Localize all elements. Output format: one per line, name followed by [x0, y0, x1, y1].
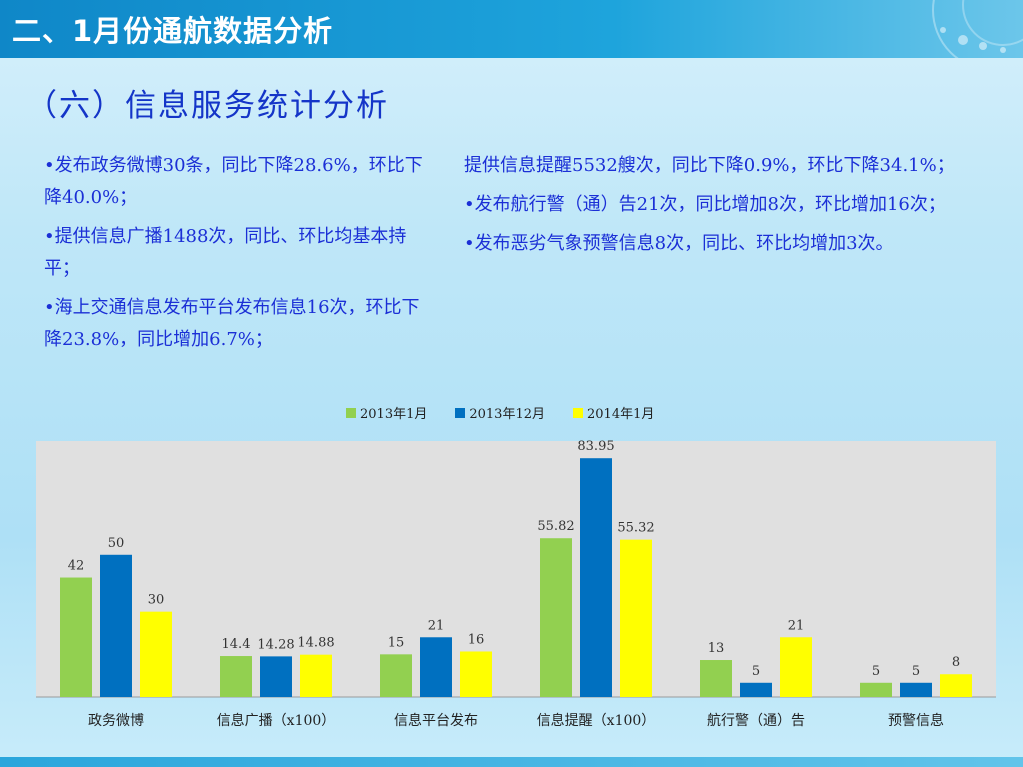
bullet-item: •提供信息广播1488次，同比、环比均基本持平； [44, 226, 407, 279]
bar-2-4 [580, 458, 612, 697]
bullet-list-right: 提供信息提醒5532艘次，同比下降0.9%，环比下降34.1%； •发布航行警（… [464, 150, 964, 267]
data-label: 55.32 [617, 521, 654, 536]
bar-1-3 [380, 654, 412, 697]
bar-1-5 [700, 660, 732, 697]
bullet-item: •发布航行警（通）告21次，同比增加8次，环比增加16次； [464, 194, 946, 215]
data-label: 14.28 [257, 637, 294, 652]
bar-3-5 [780, 637, 812, 697]
legend-label: 2013年1月 [360, 407, 428, 422]
data-label: 15 [388, 635, 405, 650]
legend-swatch-2013-12 [455, 407, 466, 418]
header-decoration-icon [932, 0, 1023, 58]
data-label: 5 [872, 664, 880, 679]
data-label: 5 [912, 664, 920, 679]
category-label: 信息平台发布 [394, 712, 478, 729]
bar-2-3 [420, 637, 452, 697]
data-label: 30 [148, 593, 165, 608]
bar-2-1 [100, 554, 132, 697]
category-label: 预警信息 [888, 712, 944, 729]
bar-2-5 [740, 682, 772, 697]
legend-swatch-2014-1 [573, 407, 583, 418]
bar-3-1 [140, 611, 172, 697]
bar-2-6 [900, 682, 932, 697]
bar-3-4 [620, 539, 652, 697]
category-label: 航行警（通）告 [707, 713, 805, 729]
section-subtitle: （六）信息服务统计分析 [26, 88, 389, 124]
bullet-item: •海上交通信息发布平台发布信息16次，环比下降23.8%，同比增加6.7%； [44, 297, 420, 350]
data-label: 21 [428, 618, 445, 633]
header-bar: 二、1月份通航数据分析 [0, 0, 1023, 58]
legend-item: 2013年1月 [346, 403, 427, 422]
category-label: 信息提醒（x100） [537, 712, 656, 729]
legend-label: 2014年1月 [587, 407, 655, 422]
bullet-item: 提供信息提醒5532艘次，同比下降0.9%，环比下降34.1%； [464, 155, 955, 176]
data-label: 8 [952, 655, 960, 670]
data-label: 21 [788, 618, 805, 633]
bullet-item: •发布政务微博30条，同比下降28.6%，环比下降40.0%； [44, 155, 423, 208]
chart-legend: 2013年1月 2013年12月 2014年1月 [346, 403, 654, 422]
footer-bar [0, 757, 1023, 767]
data-label: 83.95 [577, 439, 614, 454]
bar-1-2 [220, 656, 252, 697]
plot-area [36, 441, 996, 697]
bar-1-6 [860, 682, 892, 697]
bullet-item: •发布恶劣气象预警信息8次，同比、环比均增加3次。 [464, 233, 894, 254]
legend-label: 2013年12月 [469, 407, 545, 422]
bar-2-2 [260, 656, 292, 697]
data-label: 5 [752, 664, 760, 679]
data-label: 50 [108, 536, 125, 551]
page-title: 二、1月份通航数据分析 [12, 14, 334, 48]
data-label: 42 [68, 559, 85, 574]
legend-item: 2014年1月 [573, 403, 654, 422]
bar-3-6 [940, 674, 972, 697]
legend-item: 2013年12月 [455, 403, 545, 422]
legend-swatch-2013-1 [346, 407, 356, 418]
bar-1-1 [60, 577, 92, 697]
bar-3-2 [300, 654, 332, 697]
bar-1-4 [540, 538, 572, 697]
data-label: 13 [708, 641, 725, 656]
category-label: 信息广播（x100） [217, 712, 336, 729]
bar-3-3 [460, 651, 492, 697]
data-label: 16 [468, 632, 485, 647]
data-label: 14.88 [297, 636, 334, 651]
category-label: 政务微博 [88, 712, 144, 729]
data-label: 55.82 [537, 519, 574, 534]
data-label: 14.4 [222, 637, 251, 652]
bullet-list-left: •发布政务微博30条，同比下降28.6%，环比下降40.0%； •提供信息广播1… [44, 150, 424, 363]
